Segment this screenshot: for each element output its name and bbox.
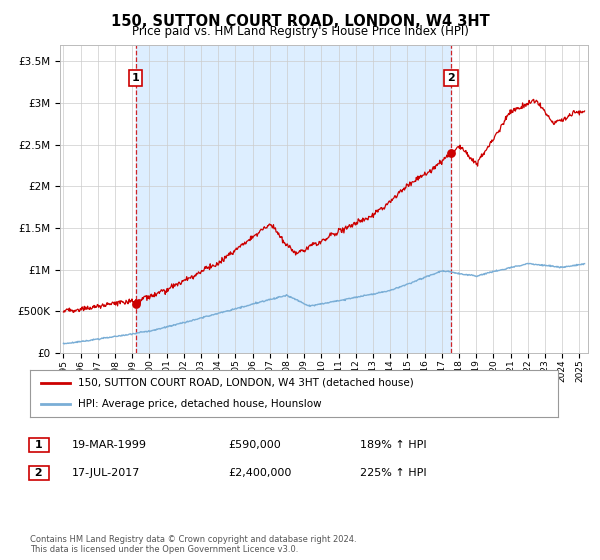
Text: 19-MAR-1999: 19-MAR-1999 — [72, 440, 147, 450]
Text: Contains HM Land Registry data © Crown copyright and database right 2024.
This d: Contains HM Land Registry data © Crown c… — [30, 535, 356, 554]
Bar — [136, 45, 451, 353]
Text: 1: 1 — [31, 440, 47, 450]
Text: 2: 2 — [447, 73, 455, 83]
Point — [131, 299, 140, 308]
Text: 189% ↑ HPI: 189% ↑ HPI — [360, 440, 427, 450]
Text: Price paid vs. HM Land Registry's House Price Index (HPI): Price paid vs. HM Land Registry's House … — [131, 25, 469, 38]
Text: 2: 2 — [31, 468, 47, 478]
Text: HPI: Average price, detached house, Hounslow: HPI: Average price, detached house, Houn… — [77, 399, 321, 409]
Text: 225% ↑ HPI: 225% ↑ HPI — [360, 468, 427, 478]
Text: 17-JUL-2017: 17-JUL-2017 — [72, 468, 140, 478]
Point — [446, 148, 456, 157]
Text: £2,400,000: £2,400,000 — [228, 468, 292, 478]
Text: 1: 1 — [132, 73, 140, 83]
Text: 150, SUTTON COURT ROAD, LONDON, W4 3HT: 150, SUTTON COURT ROAD, LONDON, W4 3HT — [110, 14, 490, 29]
Text: 150, SUTTON COURT ROAD, LONDON, W4 3HT (detached house): 150, SUTTON COURT ROAD, LONDON, W4 3HT (… — [77, 378, 413, 388]
Text: £590,000: £590,000 — [228, 440, 281, 450]
